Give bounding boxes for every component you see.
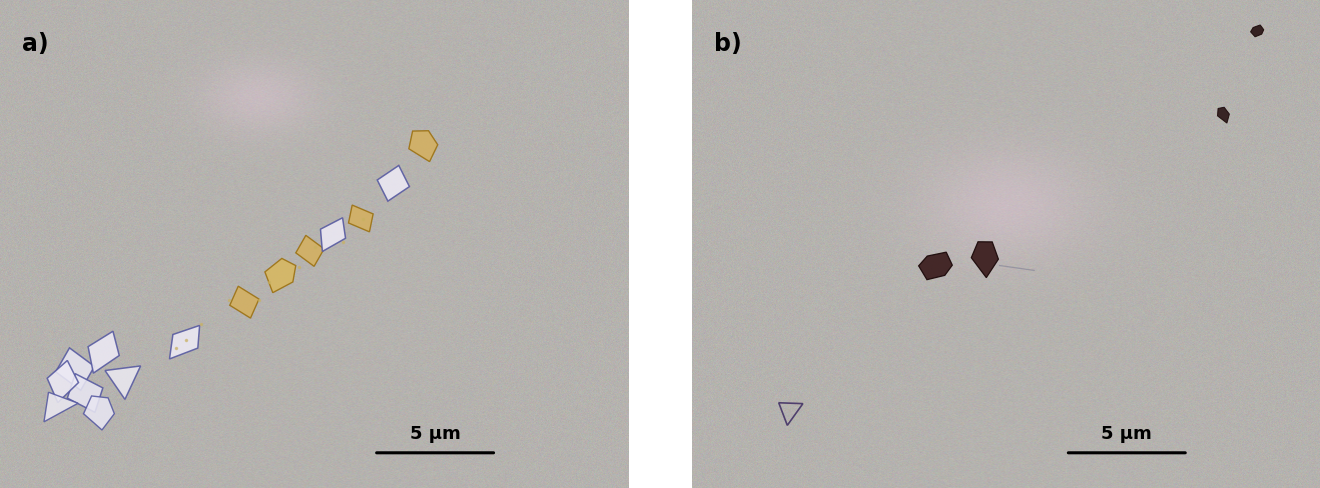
Polygon shape [67,374,103,412]
Polygon shape [972,242,998,278]
Polygon shape [348,205,374,232]
Polygon shape [230,286,259,319]
Polygon shape [83,396,115,430]
Text: 5 μm: 5 μm [1101,424,1152,442]
Polygon shape [55,348,95,390]
Polygon shape [321,218,346,252]
Polygon shape [169,326,199,359]
Text: 5 μm: 5 μm [409,424,461,442]
Polygon shape [265,259,296,293]
Text: b): b) [714,32,742,56]
Polygon shape [1217,108,1229,124]
Polygon shape [296,236,325,267]
Polygon shape [1250,26,1263,38]
Polygon shape [106,366,141,400]
Text: a): a) [22,32,49,56]
Polygon shape [44,392,78,422]
Polygon shape [919,253,952,280]
Polygon shape [409,131,438,163]
Polygon shape [48,361,78,403]
Polygon shape [378,166,409,202]
Polygon shape [88,331,119,373]
